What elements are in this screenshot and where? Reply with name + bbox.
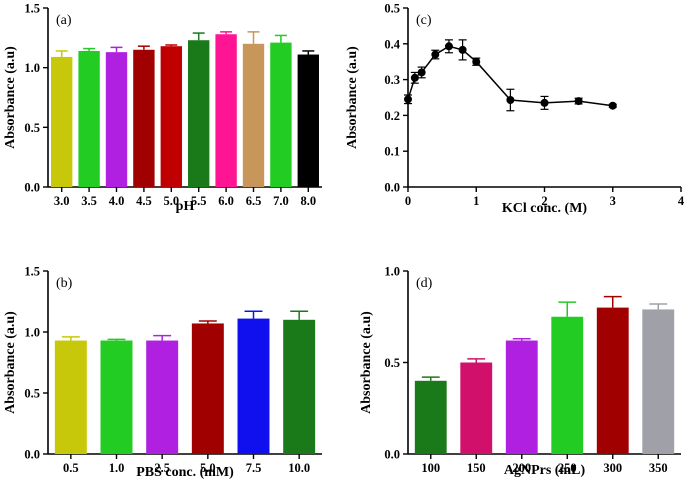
x-axis-title: AgNPrs (mL)	[504, 463, 586, 478]
y-tick-label: 0.3	[384, 73, 400, 87]
bar	[460, 362, 493, 454]
bar	[505, 340, 538, 454]
data-point	[472, 57, 481, 66]
x-tick-label: 5.5	[191, 194, 207, 208]
x-tick-label: 5.0	[163, 194, 179, 208]
data-point	[574, 97, 583, 106]
x-tick-label: 8.0	[300, 194, 316, 208]
x-tick-label: 7.5	[246, 461, 262, 475]
x-tick-label: 250	[558, 461, 577, 475]
y-tick-label: 0.0	[384, 181, 400, 195]
bar	[54, 340, 87, 454]
x-tick-label: 3.5	[81, 194, 97, 208]
x-axis-title: PBS conc. (mM)	[136, 465, 234, 480]
x-tick-label: 4	[678, 194, 685, 208]
data-point	[417, 68, 426, 77]
bar	[191, 323, 224, 454]
panel-b: 0.0 0.5 1.0 1.5 (b) PBS conc. (mM) Absorbance …	[3, 265, 322, 480]
y-tick-label: 0.0	[24, 181, 40, 195]
x-tick-label: 3	[610, 194, 616, 208]
bar	[237, 318, 270, 454]
y-tick-label: 1.5	[24, 265, 40, 279]
bar	[242, 43, 265, 187]
y-axis-title: Absorbance (a.u)	[3, 311, 18, 414]
bar	[551, 316, 584, 454]
bar	[596, 307, 629, 454]
bar	[146, 340, 179, 454]
x-tick-label: 1	[473, 194, 479, 208]
x-tick-label: 150	[467, 461, 486, 475]
y-tick-label: 1.0	[24, 326, 40, 340]
y-axis-title: Absorbance (a.u)	[359, 311, 374, 414]
y-tick-label: 0.1	[384, 145, 400, 159]
x-tick-label: 100	[421, 461, 440, 475]
x-tick-label: 10.0	[288, 461, 310, 475]
panel-label: (d)	[416, 276, 433, 291]
y-tick-label: 1.0	[24, 61, 40, 75]
bar	[160, 46, 182, 187]
bar	[188, 40, 210, 187]
bar	[100, 340, 133, 454]
x-tick-label: 2	[541, 194, 547, 208]
y-tick-label: 0.2	[384, 109, 400, 123]
x-tick-label: 4.5	[136, 194, 152, 208]
y-tick-label: 0.5	[384, 356, 400, 370]
data-point	[608, 101, 617, 110]
panel-label: (a)	[56, 13, 72, 28]
data-point	[431, 50, 440, 59]
panel-d: 0.0 0.5 1.0 (d) AgNPrs (mL) Absorbance (a.u) 1…	[359, 265, 681, 478]
bar	[215, 34, 237, 188]
x-tick-label: 5.0	[200, 461, 216, 475]
data-point	[410, 73, 419, 82]
data-point	[444, 42, 453, 51]
bar	[270, 42, 292, 188]
x-tick-label: 2.5	[154, 461, 170, 475]
x-tick-label: 4.0	[109, 194, 125, 208]
bar	[78, 50, 100, 188]
panel-label: (b)	[56, 276, 73, 291]
y-tick-label: 0.5	[384, 2, 400, 16]
x-tick-label: 0	[405, 194, 411, 208]
x-tick-label: 3.0	[54, 194, 70, 208]
bar	[51, 56, 73, 187]
x-tick-label: 0.5	[63, 461, 79, 475]
y-tick-label: 0.5	[24, 387, 40, 401]
bar	[105, 52, 128, 187]
y-axis-title: Absorbance (a.u)	[345, 46, 360, 149]
bar	[283, 319, 316, 454]
y-axis-title: Absorbance (a.u)	[3, 46, 18, 149]
data-point	[540, 98, 549, 107]
data-point	[458, 45, 467, 54]
y-tick-label: 0.5	[24, 121, 40, 135]
bar	[642, 309, 675, 454]
panel-c: 0.0 0.1 0.2 0.3 0.4 0.5 (c) KCl conc. (M) Absorb…	[345, 2, 685, 217]
y-tick-label: 0.0	[384, 448, 400, 462]
panel-label: (c)	[416, 13, 432, 28]
data-point	[506, 96, 515, 105]
x-axis-title: pH	[176, 199, 195, 214]
x-tick-label: 1.0	[109, 461, 125, 475]
data-point	[404, 95, 412, 104]
x-tick-label: 7.0	[273, 194, 289, 208]
panel-a: 0.0 0.5 1.0 1.5 (a) pH Absorbance (a.u) 3.0 3.5 4…	[3, 2, 322, 214]
y-tick-label: 1.5	[24, 2, 40, 16]
y-tick-label: 1.0	[384, 265, 400, 279]
bar	[297, 54, 319, 187]
x-tick-label: 300	[603, 461, 622, 475]
x-tick-label: 6.5	[246, 194, 262, 208]
x-axis-title: KCl conc. (M)	[502, 201, 587, 216]
y-tick-label: 0.0	[24, 448, 40, 462]
y-tick-label: 0.4	[384, 37, 400, 51]
bar	[133, 49, 155, 188]
x-tick-label: 200	[512, 461, 531, 475]
x-tick-label: 350	[649, 461, 668, 475]
x-tick-label: 6.0	[218, 194, 234, 208]
bar	[414, 380, 447, 454]
